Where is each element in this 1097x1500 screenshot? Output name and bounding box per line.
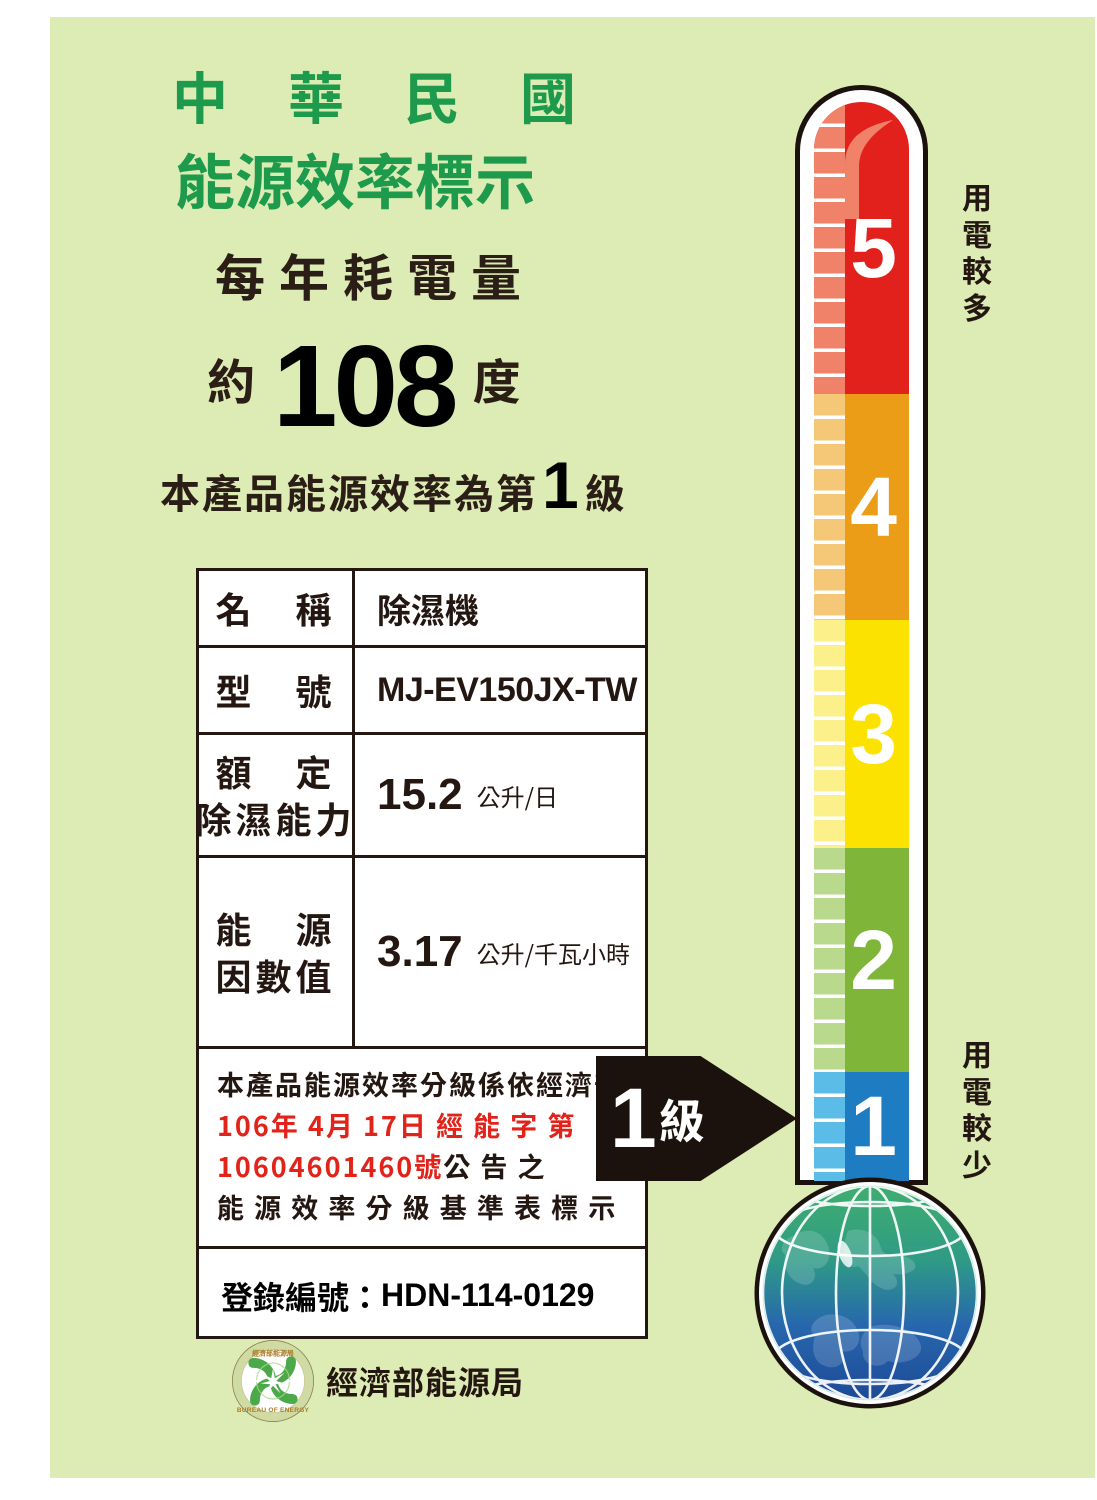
svg-text:經濟部能源局: 經濟部能源局 [252,1349,294,1358]
svg-text:BUREAU OF ENERGY: BUREAU OF ENERGY [237,1407,310,1414]
